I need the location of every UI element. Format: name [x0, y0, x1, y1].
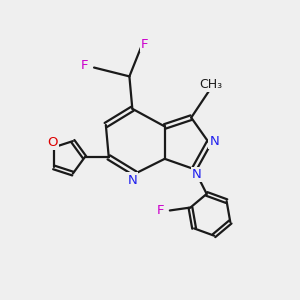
Text: N: N — [209, 135, 219, 148]
Text: F: F — [157, 204, 165, 217]
Text: N: N — [192, 168, 202, 181]
Text: CH₃: CH₃ — [200, 78, 223, 91]
Text: F: F — [81, 59, 88, 72]
Text: N: N — [128, 173, 137, 187]
Text: F: F — [141, 38, 148, 50]
Text: O: O — [47, 136, 58, 148]
